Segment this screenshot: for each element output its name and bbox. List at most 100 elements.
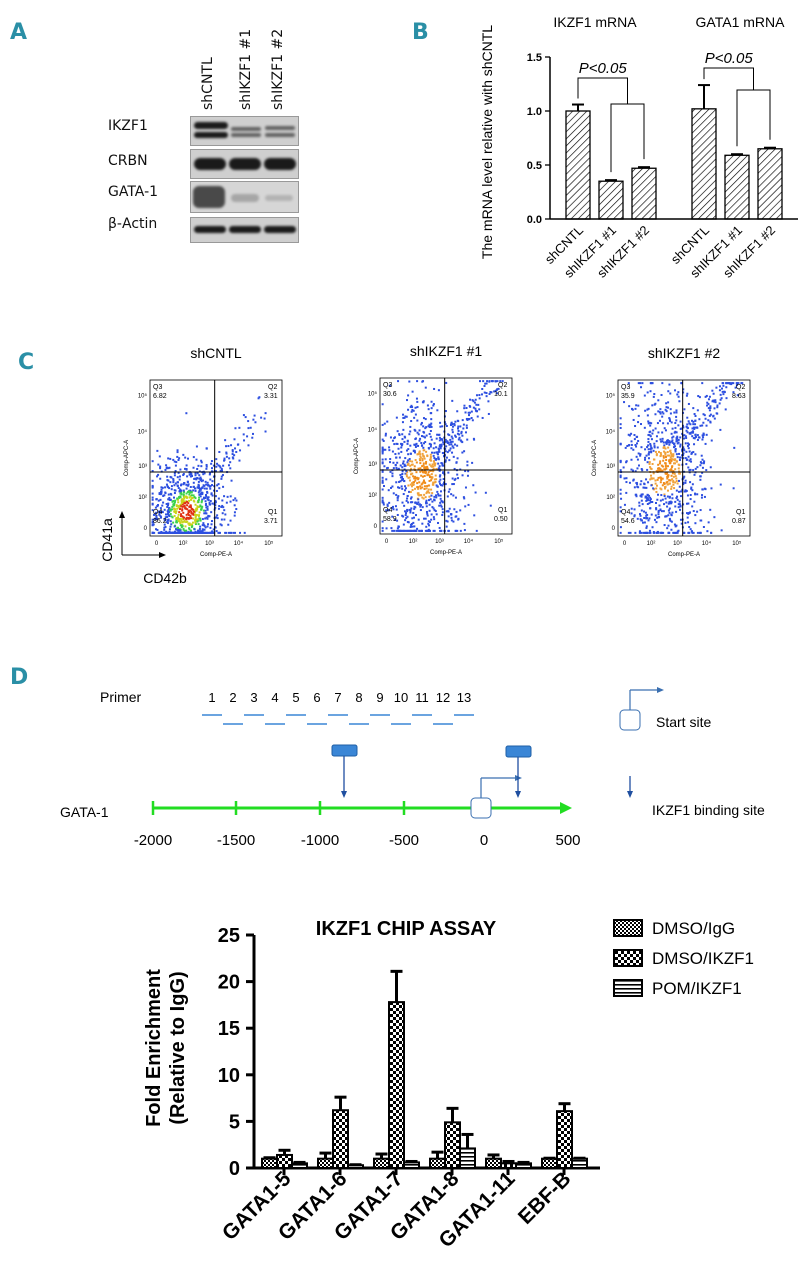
panel-d-letter: D bbox=[10, 665, 29, 690]
mrna-bar bbox=[691, 108, 717, 220]
chip-category-labels: GATA1-5GATA1-6GATA1-7GATA1-8GATA1-11EBF-… bbox=[218, 1167, 576, 1252]
gene-axis-tick-label: -500 bbox=[389, 832, 419, 849]
flow-axis-key: CD41a CD42b bbox=[99, 511, 187, 586]
mrna-y-axis: 0.0 0.5 1.0 1.5 bbox=[527, 52, 798, 226]
flow-ylabel: CD41a bbox=[99, 518, 115, 562]
flow-q2-name: Q2 bbox=[498, 382, 507, 389]
primer-set: 1 2 3 4 5 6 7 8 9 10 11 12 13 bbox=[202, 690, 474, 725]
mrna-bracket-inner bbox=[736, 89, 771, 147]
chip-bar bbox=[541, 1157, 558, 1169]
mrna-bracket-outer bbox=[703, 67, 754, 90]
flow-y-tick-label: 0 bbox=[374, 524, 378, 530]
mrna-title-gata1: GATA1 mRNA bbox=[696, 14, 786, 30]
flow-q3-name: Q3 bbox=[621, 384, 630, 391]
flow-q2-name: Q2 bbox=[268, 384, 277, 391]
wb-strip-crbn bbox=[190, 149, 299, 179]
chip-legend: DMSO/IgG DMSO/IKZF1 POM/IKZF1 bbox=[613, 919, 754, 998]
mrna-y-tick-label: 1.5 bbox=[527, 52, 542, 64]
flow-y-tick-label: 10⁴ bbox=[606, 428, 616, 435]
ikzf1-binding-site-1 bbox=[331, 744, 358, 798]
flow-q2-value: 3.31 bbox=[264, 393, 278, 400]
mrna-title-ikzf1: IKZF1 mRNA bbox=[553, 14, 637, 30]
mrna-bracket-outer bbox=[577, 77, 628, 104]
primer-label: Primer bbox=[100, 689, 142, 705]
mrna-pvalue: P<0.05 bbox=[705, 50, 754, 67]
gene-axis-ticks: -2000 -1500 -1000 -500 0 500 bbox=[134, 801, 581, 849]
chip-y-tick-label: 25 bbox=[218, 925, 240, 947]
flow-x-tick-label: 10³ bbox=[205, 541, 214, 547]
mrna-bar bbox=[631, 167, 657, 220]
mrna-y-tick-label: 1.0 bbox=[527, 106, 542, 118]
flow-q2-value: 10.1 bbox=[494, 391, 508, 398]
mrna-bar-chart: IKZF1 mRNA GATA1 mRNA The mRNA level rel… bbox=[479, 14, 798, 281]
chip-bar bbox=[276, 1153, 293, 1169]
gene-label: GATA-1 bbox=[60, 804, 109, 820]
flow-y-tick-label: 10³ bbox=[138, 464, 147, 470]
chip-legend-label: POM/IKZF1 bbox=[652, 979, 742, 998]
primer-number: 2 bbox=[229, 690, 236, 705]
chip-legend-swatch bbox=[613, 949, 643, 967]
chip-y-tick-label: 15 bbox=[218, 1018, 240, 1040]
flow-q3-name: Q3 bbox=[383, 382, 392, 389]
mrna-bracket-inner bbox=[610, 103, 645, 173]
flow-x-tick-label: 0 bbox=[155, 541, 159, 547]
wb-row-crbn: CRBN bbox=[108, 153, 148, 169]
flow-q3-value: 30.6 bbox=[383, 391, 397, 398]
flow-x-tick-label: 10³ bbox=[435, 539, 444, 545]
flow-x-tick-label: 10⁴ bbox=[464, 538, 474, 545]
start-site-marker bbox=[470, 775, 522, 819]
gene-axis-tick-label: 500 bbox=[555, 832, 580, 849]
flow-y-tick-label: 10⁴ bbox=[138, 428, 148, 435]
primer-number: 11 bbox=[415, 690, 429, 705]
flow-y-tick-label: 10³ bbox=[368, 462, 377, 468]
flow-y-axis-name: Comp-APC-A bbox=[124, 440, 130, 476]
flow-q4-name: Q4 bbox=[383, 507, 392, 514]
flow-q1-value: 0.87 bbox=[732, 518, 746, 525]
wb-strip-actin bbox=[190, 217, 299, 243]
flow-q3-value: 35.9 bbox=[621, 393, 635, 400]
flow-q1-name: Q1 bbox=[268, 509, 277, 516]
flow-q2-name: Q2 bbox=[736, 384, 745, 391]
flow-y-tick-label: 10² bbox=[368, 493, 377, 499]
wb-row-actin: β-Actin bbox=[108, 216, 158, 232]
flow-q1-value: 0.50 bbox=[494, 516, 508, 523]
flow-y-tick-label: 10³ bbox=[606, 464, 615, 470]
schematic-legend: Start site IKZF1 binding site bbox=[619, 687, 765, 818]
primer-number: 5 bbox=[292, 690, 299, 705]
chip-bar bbox=[485, 1157, 502, 1169]
chip-category-label: EBF-B bbox=[514, 1167, 576, 1229]
gene-axis-tick-label: 0 bbox=[480, 832, 488, 849]
flow-x-tick-label: 10² bbox=[409, 539, 418, 545]
flow-xlabel: CD42b bbox=[143, 570, 187, 586]
legend-binding-site: IKZF1 binding site bbox=[652, 802, 765, 818]
flow-q1-name: Q1 bbox=[498, 507, 507, 514]
mrna-bars bbox=[565, 84, 783, 220]
flow-x-axis-name: Comp-PE-A bbox=[200, 552, 232, 558]
chip-bars bbox=[261, 969, 588, 1170]
chip-y-tick-label: 10 bbox=[218, 1065, 240, 1087]
gata1-schematic: Primer 1 2 3 4 5 6 7 8 9 10 11 12 13 GATA-1 -2000 -15… bbox=[60, 687, 765, 849]
wb-col-shcntl: shCNTL bbox=[200, 57, 216, 110]
chip-bar bbox=[373, 1157, 390, 1169]
gene-axis-arrow bbox=[560, 802, 572, 814]
chip-bar bbox=[332, 1109, 349, 1170]
legend-start-site: Start site bbox=[656, 714, 711, 730]
flow-x-tick-label: 10⁴ bbox=[702, 540, 712, 547]
primer-number: 9 bbox=[376, 690, 383, 705]
flow-q4-value: 58.9 bbox=[383, 516, 397, 523]
wb-row-ikzf1: IKZF1 bbox=[108, 118, 148, 134]
ikzf1-binding-site-2 bbox=[505, 745, 532, 798]
mrna-y-tick-label: 0.0 bbox=[527, 214, 542, 226]
flow-dot-cloud bbox=[381, 380, 504, 532]
flow-x-axis-name: Comp-PE-A bbox=[430, 550, 462, 556]
flow-y-tick-label: 10⁵ bbox=[368, 391, 378, 398]
flow-x-tick-label: 10⁵ bbox=[494, 538, 504, 545]
panel-c-letter: C bbox=[18, 350, 35, 375]
mrna-ylabel: The mRNA level relative with shCNTL bbox=[479, 25, 495, 259]
flow-y-tick-label: 0 bbox=[612, 526, 616, 532]
chip-assay-chart: IKZF1 CHIP ASSAY Fold Enrichment (Relativ… bbox=[143, 918, 754, 1252]
primer-number: 6 bbox=[313, 690, 320, 705]
primer-number: 1 bbox=[208, 690, 215, 705]
chip-bar bbox=[291, 1162, 308, 1169]
